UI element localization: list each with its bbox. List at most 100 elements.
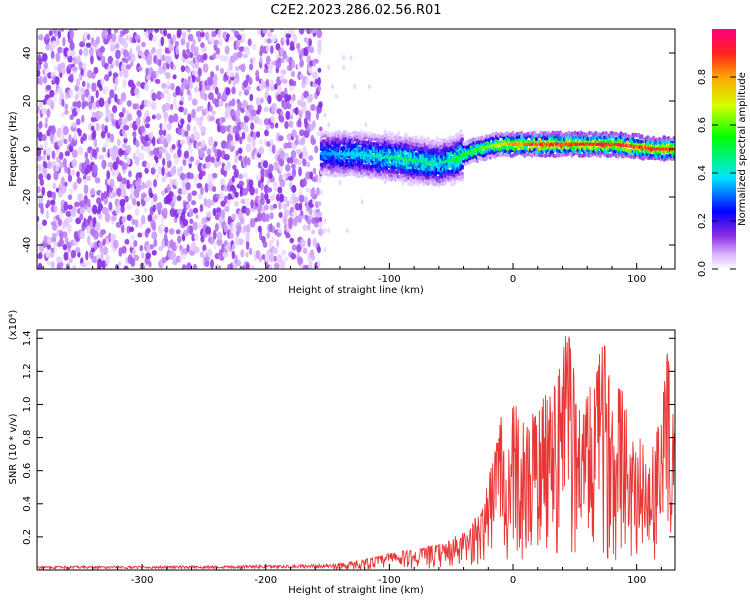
heatmap-cell: [305, 77, 310, 87]
heatmap-cell: [223, 54, 228, 62]
heatmap-cell: [254, 187, 259, 195]
heatmap-cell: [91, 204, 98, 215]
heatmap-cell: [260, 167, 266, 178]
heatmap-cell: [154, 29, 160, 33]
heatmap-cell: [234, 72, 240, 80]
heatmap-cell: [267, 31, 272, 38]
heatmap-cell: [317, 201, 322, 207]
heatmap-cell: [152, 179, 158, 188]
heatmap-cell: [138, 222, 143, 229]
heatmap-cell: [83, 178, 88, 185]
heatmap-cell: [308, 38, 312, 47]
heatmap-cell: [286, 38, 290, 46]
heatmap-cell: [302, 157, 307, 167]
heatmap-cell: [86, 225, 92, 235]
heatmap-cell: [55, 187, 60, 193]
heatmap-cell: [131, 248, 136, 257]
heatmap-cell: [301, 136, 306, 146]
heatmap-cell: [314, 174, 319, 183]
heatmap-cell: [88, 242, 95, 248]
heatmap-cell: [135, 117, 141, 127]
x-tick-label: 100: [627, 274, 646, 285]
heatmap-cell: [210, 71, 215, 79]
heatmap-cell: [193, 233, 199, 241]
heatmap-cell: [157, 202, 163, 211]
heatmap-cell: [276, 222, 281, 229]
heatmap-cell: [163, 29, 168, 37]
heatmap-cell: [182, 78, 188, 88]
heatmap-cell: [304, 195, 308, 204]
heatmap-cell: [282, 215, 288, 225]
heatmap-cell: [74, 201, 80, 208]
heatmap-cell: [258, 256, 262, 263]
heatmap-cell: [101, 123, 105, 132]
heatmap-cell: [345, 228, 349, 234]
heatmap-cell: [213, 39, 220, 46]
heatmap-cell: [271, 102, 277, 111]
heatmap-cell: [315, 111, 320, 121]
heatmap-cell: [147, 29, 153, 35]
heatmap-cell: [291, 163, 296, 169]
heatmap-cell: [294, 107, 299, 116]
heatmap-cell: [64, 103, 69, 111]
heatmap-cell: [248, 77, 253, 85]
heatmap-cell: [310, 138, 317, 146]
heatmap-cell: [37, 222, 43, 232]
heatmap-cell: [460, 137, 464, 142]
heatmap-cell: [120, 187, 127, 198]
heatmap-cell: [342, 64, 346, 70]
heatmap-cell: [286, 141, 293, 149]
heatmap-cell: [92, 216, 97, 226]
heatmap-cell: [45, 33, 50, 40]
heatmap-cell: [73, 29, 79, 31]
heatmap-cell: [245, 240, 250, 250]
heatmap-cell: [92, 101, 97, 111]
heatmap-cell: [231, 224, 236, 233]
heatmap-cell: [39, 178, 45, 186]
heatmap-cell: [619, 131, 623, 136]
heatmap-cell: [145, 252, 152, 260]
heatmap-cell: [245, 143, 252, 153]
heatmap-cell: [62, 36, 66, 47]
heatmap-cell: [189, 172, 194, 180]
heatmap-cell: [64, 164, 68, 174]
heatmap-cell: [151, 114, 156, 120]
x-tick-label: -200: [254, 575, 277, 586]
heatmap-cell: [81, 114, 85, 123]
colorbar-tick-label: 0.6: [697, 117, 708, 133]
heatmap-cell: [80, 200, 86, 208]
heatmap-cell: [121, 216, 127, 224]
heatmap-cell: [121, 245, 127, 254]
heatmap-cell: [248, 63, 254, 71]
heatmap-cell: [106, 170, 111, 180]
heatmap-cell: [294, 139, 299, 146]
heatmap-cell: [95, 89, 99, 99]
heatmap-cell: [174, 155, 180, 165]
heatmap-cell: [220, 125, 226, 134]
heatmap-cell: [291, 93, 296, 102]
heatmap-cell: [95, 147, 100, 153]
heatmap-cell: [296, 42, 301, 50]
heatmap-cell: [166, 123, 172, 131]
heatmap-cell: [130, 257, 136, 267]
heatmap-cell: [63, 138, 68, 145]
heatmap-cell: [53, 65, 58, 71]
heatmap-cell: [66, 223, 72, 234]
heatmap-cell: [135, 20, 139, 29]
heatmap-cell: [199, 170, 206, 177]
heatmap-cell: [89, 46, 94, 57]
heatmap-cell: [234, 191, 239, 198]
heatmap-cell: [46, 260, 51, 266]
heatmap-cell: [37, 215, 40, 222]
heatmap-cell: [76, 100, 82, 109]
heatmap-cell: [134, 87, 140, 95]
heatmap-cell: [69, 41, 75, 51]
heatmap-cell: [311, 71, 318, 79]
heatmap-cell: [100, 130, 106, 139]
heatmap-cell: [200, 115, 204, 121]
heatmap-cell: [319, 189, 323, 195]
heatmap-cell: [120, 91, 127, 102]
heatmap-cell: [131, 198, 137, 206]
heatmap-cell: [123, 265, 129, 269]
heatmap-cell: [314, 216, 320, 224]
